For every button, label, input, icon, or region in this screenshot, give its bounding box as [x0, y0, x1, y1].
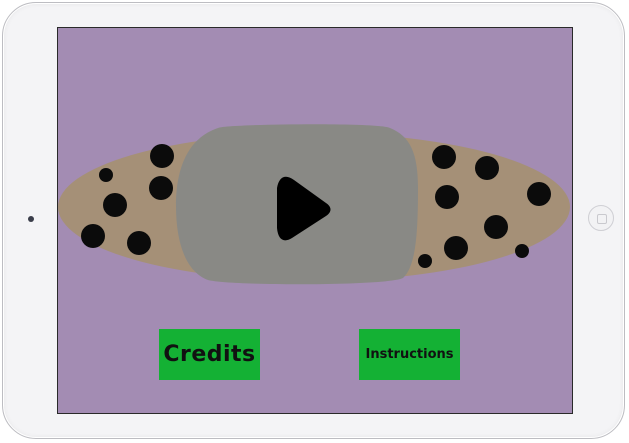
credits-button[interactable]: Credits	[159, 329, 260, 380]
chocolate-chip	[515, 244, 529, 258]
chocolate-chips-right	[418, 145, 551, 268]
chocolate-chip	[435, 185, 459, 209]
chocolate-chip	[103, 193, 127, 217]
chocolate-chip	[432, 145, 456, 169]
chocolate-chips-left	[81, 144, 174, 255]
chocolate-chip	[81, 224, 105, 248]
home-button[interactable]	[588, 205, 614, 231]
chocolate-chip	[150, 144, 174, 168]
instructions-button[interactable]: Instructions	[359, 329, 460, 380]
chocolate-chip	[99, 168, 113, 182]
chocolate-chip	[149, 176, 173, 200]
game-screen: Credits Instructions	[57, 27, 573, 414]
chocolate-chip	[418, 254, 432, 268]
play-icon	[277, 176, 331, 241]
chocolate-chip	[475, 156, 499, 180]
instructions-button-label: Instructions	[365, 347, 454, 362]
credits-button-label: Credits	[163, 342, 256, 367]
chocolate-chip	[127, 231, 151, 255]
title-scene	[58, 124, 570, 285]
chocolate-chip	[527, 182, 551, 206]
chocolate-chip	[484, 215, 508, 239]
play-button[interactable]	[176, 124, 418, 285]
chocolate-chip	[444, 236, 468, 260]
front-camera	[28, 216, 34, 222]
